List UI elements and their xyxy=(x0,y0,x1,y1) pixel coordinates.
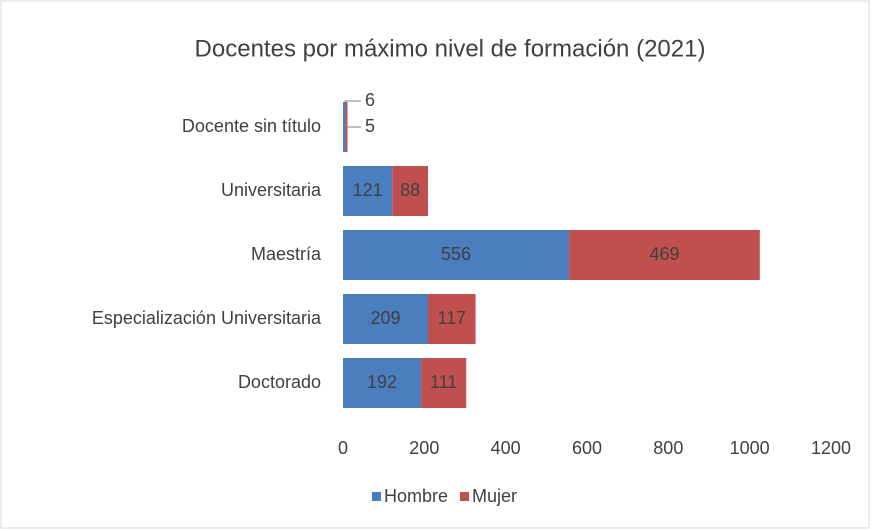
legend-swatch xyxy=(460,492,470,501)
x-tick-label: 200 xyxy=(409,438,439,458)
data-label: 6 xyxy=(365,90,375,110)
x-tick-label: 1200 xyxy=(811,438,851,458)
bar-segment xyxy=(421,358,467,408)
y-tick-label: Docente sin título xyxy=(182,116,321,136)
data-label: 469 xyxy=(649,244,679,264)
bar-segment xyxy=(343,166,393,216)
legend-swatch xyxy=(372,492,381,501)
y-tick-label: Especialización Universitaria xyxy=(92,308,322,328)
data-label: 192 xyxy=(367,372,397,392)
y-tick-label: Doctorado xyxy=(238,372,321,392)
legend-label: Mujer xyxy=(472,486,517,506)
data-label: 117 xyxy=(437,308,466,328)
x-tick-label: 600 xyxy=(572,438,602,458)
bar-segment xyxy=(343,230,570,280)
legend-label: Hombre xyxy=(384,486,448,506)
data-label: 121 xyxy=(353,180,383,200)
data-label: 88 xyxy=(400,180,420,200)
bar-segment xyxy=(343,358,422,408)
bar-segment xyxy=(343,294,428,344)
chart-title: Docentes por máximo nivel de formación (… xyxy=(195,35,706,62)
bar-segment xyxy=(427,294,476,344)
x-tick-label: 400 xyxy=(491,438,521,458)
x-tick-label: 800 xyxy=(653,438,683,458)
data-label: 556 xyxy=(441,244,471,264)
data-label: 111 xyxy=(430,372,457,392)
x-tick-label: 1000 xyxy=(730,438,770,458)
bar-segment xyxy=(343,102,346,152)
bar-segment xyxy=(392,166,428,216)
y-tick-label: Universitaria xyxy=(221,180,322,200)
y-tick-label: Maestría xyxy=(251,244,322,264)
data-label: 5 xyxy=(365,116,375,136)
bar-segment xyxy=(569,230,760,280)
x-tick-label: 0 xyxy=(338,438,348,458)
data-label: 209 xyxy=(370,308,400,328)
